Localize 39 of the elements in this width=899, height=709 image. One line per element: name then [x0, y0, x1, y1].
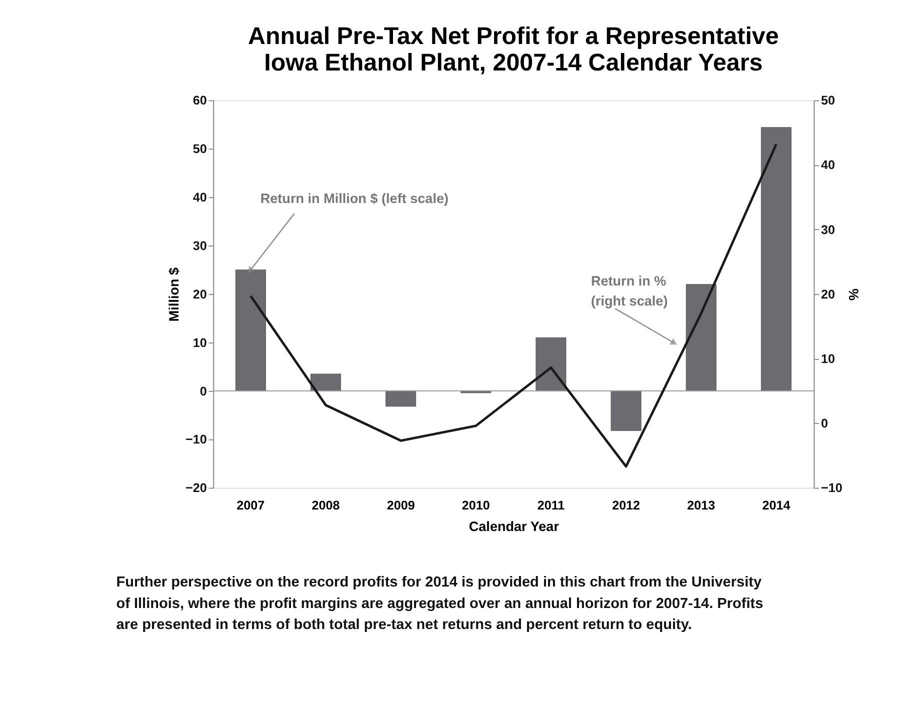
y-tick-label: 0	[200, 384, 207, 398]
y-tick-label: −10	[185, 432, 207, 447]
x-axis-title: Calendar Year	[468, 518, 560, 534]
text: Further perspective on the record profits for 2014 is provided in this chart from the University of Illinois, where the profit margins are aggregated over an annual horizon for 2007-14. Profits are presented in terms of both total pre-tax net returns and percent return to equity.	[116, 574, 764, 634]
y-tick-label: 10	[192, 336, 207, 350]
y2-tick-label: 40	[821, 158, 836, 172]
bar	[610, 390, 642, 431]
bar	[235, 270, 266, 392]
bar	[536, 337, 566, 392]
y-tick-label: 40	[192, 190, 207, 205]
x-tick-label: 2010	[462, 498, 490, 513]
x-tick-label: 2011	[537, 498, 565, 513]
x-tick-label: 2012	[612, 498, 640, 513]
x-tick-label: 2014	[762, 498, 790, 513]
y2-axis-title: %	[846, 288, 862, 301]
y-tick-label: 50	[192, 142, 207, 156]
bar	[386, 390, 416, 407]
x-tick-label: 2008	[312, 498, 340, 513]
x-tick-label: 2013	[687, 498, 716, 513]
y-tick-label: −20	[185, 481, 207, 496]
y2-tick-label: 20	[821, 287, 836, 302]
line-series	[249, 142, 778, 468]
x-tick-label: 2009	[386, 498, 415, 513]
y2-tick-label: 50	[821, 94, 836, 108]
y-axis-title: Million $	[166, 266, 182, 322]
annotation: Return in Million $ (left scale)	[260, 190, 449, 206]
bar	[310, 374, 342, 392]
y-tick-label: 60	[192, 94, 207, 108]
x-tick-label: 2007	[236, 498, 265, 513]
y-tick-label: 30	[192, 238, 207, 253]
chart-title: Annual Pre-Tax Net Profit for a Representative Iowa Ethanol Plant, 2007-14 Calendar Years	[248, 23, 779, 76]
y2-tick-label: −10	[821, 481, 842, 496]
bar	[760, 127, 792, 392]
y2-tick-label: 30	[821, 222, 836, 237]
y-tick-label: 20	[192, 287, 207, 302]
y2-tick-label: 10	[821, 352, 836, 366]
bar	[686, 284, 716, 392]
y2-tick-label: 0	[821, 416, 828, 431]
annotation: Return in % (right scale)	[590, 273, 668, 309]
